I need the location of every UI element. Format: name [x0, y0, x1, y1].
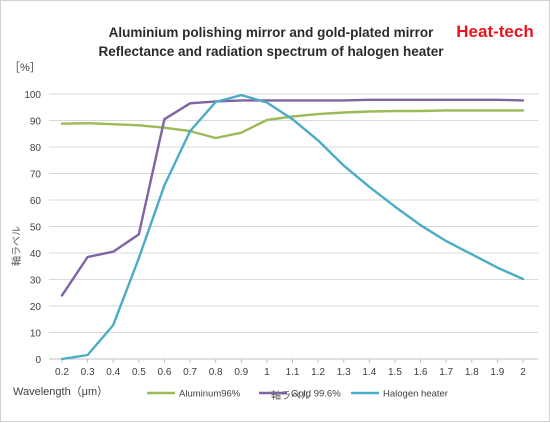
y-tick-label: 40 [30, 249, 42, 260]
y-tick-label: 90 [30, 117, 42, 128]
x-tick-label: 0.3 [81, 367, 95, 378]
x-tick-label: 1.7 [439, 367, 453, 378]
x-axis-title: Wavelength（μm） [13, 385, 108, 398]
x-tick-label: 1.9 [490, 367, 504, 378]
x-tick-label: 1.3 [337, 367, 351, 378]
x-tick-label: 0.9 [234, 367, 248, 378]
x-tick-label: 1.6 [414, 367, 428, 378]
x-tick-label: 2 [520, 367, 526, 378]
unit-label: ［%］ [9, 61, 41, 74]
x-tick-label: 0.6 [157, 367, 171, 378]
y-tick-label: 10 [30, 329, 42, 340]
chart-title: Aluminium polishing mirror and gold-plat… [109, 25, 435, 40]
series-line-aluminum96 [60, 109, 525, 140]
x-tick-label: 0.7 [183, 367, 197, 378]
legend-label: Aluminum96% [179, 389, 241, 400]
x-tick-label: 1.8 [465, 367, 479, 378]
brand-logo: Heat-tech [456, 22, 533, 41]
y-tick-labels: 0 10 20 30 40 50 60 70 80 90 100 [24, 90, 41, 366]
y-tick-label: 80 [30, 143, 42, 154]
y-tick-label: 100 [24, 90, 41, 101]
x-tick-label: 1.2 [311, 367, 325, 378]
y-tick-label: 0 [35, 355, 41, 366]
x-tick-label: 0.4 [106, 367, 120, 378]
y-tick-label: 30 [30, 276, 42, 287]
series-lines [60, 93, 525, 361]
x-tick-labels: 0.2 0.3 0.4 0.5 0.6 0.7 0.8 0.9 1 1.1 1.2 1.3 1.4 1.5… [55, 359, 526, 378]
x-tick-label: 0.5 [132, 367, 146, 378]
gridlines [49, 93, 538, 360]
legend: Aluminum96% Gold 99.6% Halogen heater [147, 389, 448, 400]
y-tick-label: 60 [30, 196, 42, 207]
y-tick-label: 50 [30, 223, 42, 234]
x-tick-label: 1 [264, 367, 270, 378]
x-tick-label: 1.5 [388, 367, 402, 378]
legend-label: Gold 99.6% [291, 389, 341, 400]
x-tick-label: 0.2 [55, 367, 69, 378]
series-line-halogen-heater [60, 93, 525, 361]
x-tick-label: 0.8 [209, 367, 223, 378]
series-line-gold-99-6 [60, 98, 525, 297]
legend-label: Halogen heater [383, 389, 448, 400]
x-tick-label: 1.1 [286, 367, 300, 378]
y-tick-label: 70 [30, 170, 42, 181]
y-axis-title: 軸ラベル [10, 226, 23, 266]
chart-subtitle: Reflectance and radiation spectrum of ha… [98, 44, 444, 59]
x-tick-label: 1.4 [362, 367, 376, 378]
y-tick-label: 20 [30, 302, 42, 313]
